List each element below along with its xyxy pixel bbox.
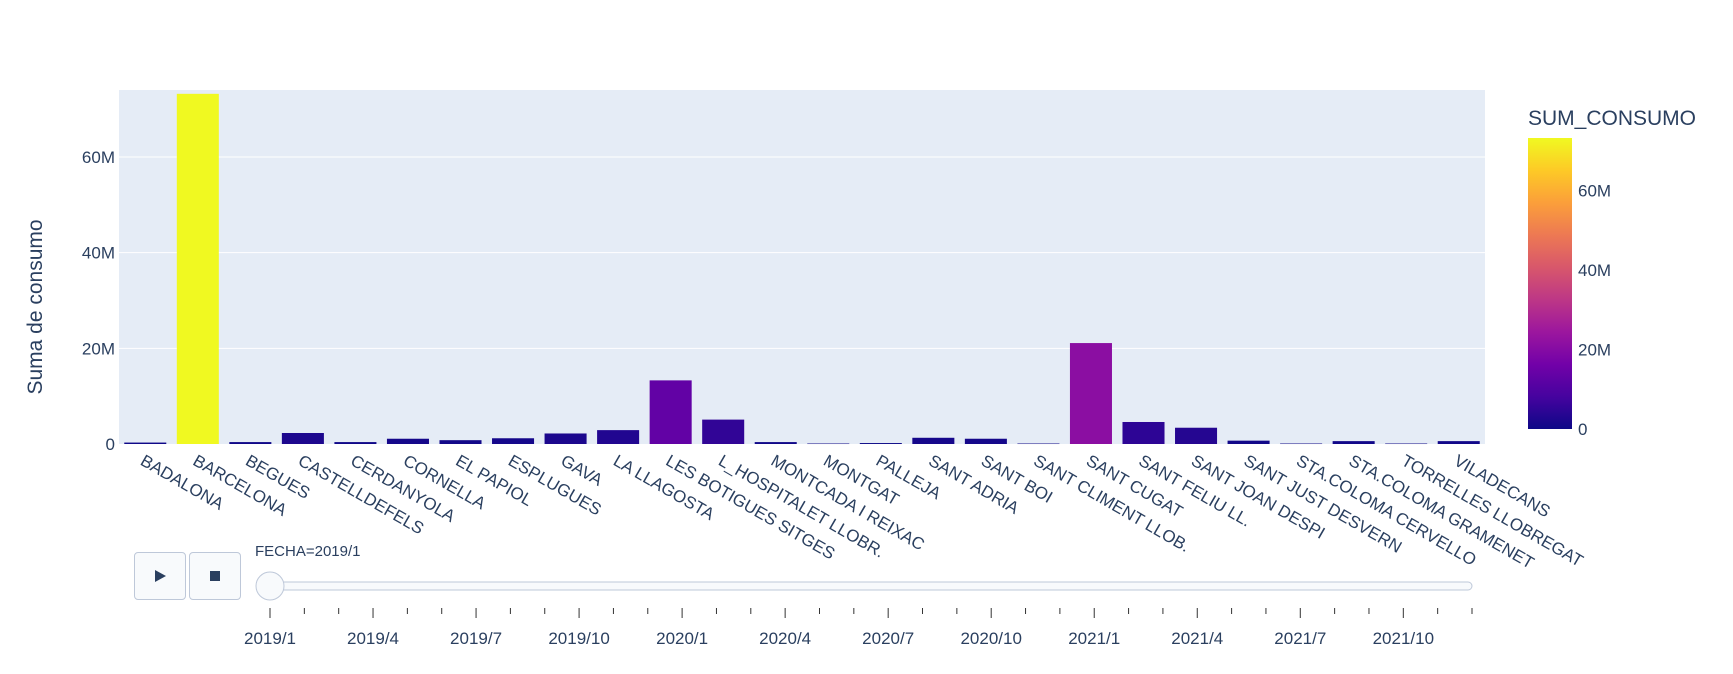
y-axis-title: Suma de consumo xyxy=(24,219,47,394)
bar[interactable] xyxy=(1227,440,1270,444)
slider-tick-label: 2019/1 xyxy=(244,629,296,648)
stop-button[interactable] xyxy=(189,552,241,600)
bar[interactable] xyxy=(124,442,167,444)
play-icon xyxy=(155,570,166,582)
bar[interactable] xyxy=(1437,441,1480,444)
slider-tick-label: 2020/7 xyxy=(862,629,914,648)
colorbar-title: SUM_CONSUMO xyxy=(1528,107,1696,130)
slider-tick-label: 2019/7 xyxy=(450,629,502,648)
play-button[interactable] xyxy=(134,552,186,600)
frame-slider-rail[interactable] xyxy=(269,581,1473,591)
bar[interactable] xyxy=(1332,441,1375,444)
colorbar-tick-label: 0 xyxy=(1578,420,1587,439)
colorbar-tick-label: 40M xyxy=(1578,261,1611,280)
slider-tick-label: 2020/1 xyxy=(656,629,708,648)
bar[interactable] xyxy=(1069,343,1112,444)
bar[interactable] xyxy=(229,442,272,444)
bar[interactable] xyxy=(1017,443,1060,445)
y-tick-label: 20M xyxy=(82,339,115,358)
bar[interactable] xyxy=(702,419,745,444)
slider-tick-label: 2019/10 xyxy=(548,629,609,648)
y-tick-label: 40M xyxy=(82,244,115,263)
colorbar-tick-label: 60M xyxy=(1578,181,1611,200)
current-frame-label: FECHA=2019/1 xyxy=(255,543,361,560)
bar[interactable] xyxy=(1175,427,1218,444)
bar[interactable] xyxy=(1385,443,1428,445)
bar[interactable] xyxy=(597,430,640,444)
bar[interactable] xyxy=(912,437,955,444)
bar[interactable] xyxy=(807,443,850,445)
bar[interactable] xyxy=(386,438,429,444)
bar[interactable] xyxy=(754,442,797,444)
bar[interactable] xyxy=(176,93,219,444)
slider-tick-label: 2020/4 xyxy=(759,629,811,648)
bar[interactable] xyxy=(492,438,535,444)
bar[interactable] xyxy=(281,432,324,444)
bar[interactable] xyxy=(859,443,902,444)
frame-slider-grip[interactable] xyxy=(255,571,285,601)
stop-icon xyxy=(210,571,220,581)
bar[interactable] xyxy=(649,380,692,444)
slider-tick-label: 2021/7 xyxy=(1274,629,1326,648)
bar[interactable] xyxy=(1122,421,1165,444)
slider-tick-label: 2021/10 xyxy=(1373,629,1434,648)
bar[interactable] xyxy=(964,438,1007,444)
plot-area xyxy=(119,90,1485,444)
y-tick-label: 60M xyxy=(82,148,115,167)
colorbar-tick-label: 20M xyxy=(1578,340,1611,359)
bar[interactable] xyxy=(439,440,482,444)
colorbar xyxy=(1528,138,1572,429)
y-tick-label: 0 xyxy=(106,435,115,454)
bar[interactable] xyxy=(1280,443,1323,445)
slider-tick-label: 2020/10 xyxy=(960,629,1021,648)
slider-tick-label: 2019/4 xyxy=(347,629,399,648)
slider-tick-label: 2021/4 xyxy=(1171,629,1223,648)
slider-tick-label: 2021/1 xyxy=(1068,629,1120,648)
bar[interactable] xyxy=(334,442,377,444)
bar[interactable] xyxy=(544,433,587,444)
